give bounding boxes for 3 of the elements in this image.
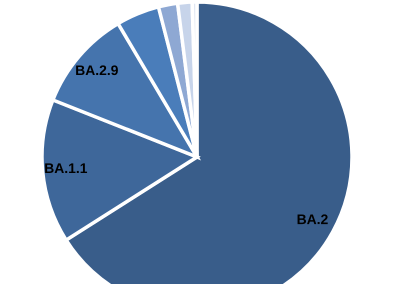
- slice-label: BA.2: [298, 214, 328, 224]
- slice-label: BA.1.1: [45, 163, 88, 173]
- slice-label: BA.2.9: [76, 65, 118, 76]
